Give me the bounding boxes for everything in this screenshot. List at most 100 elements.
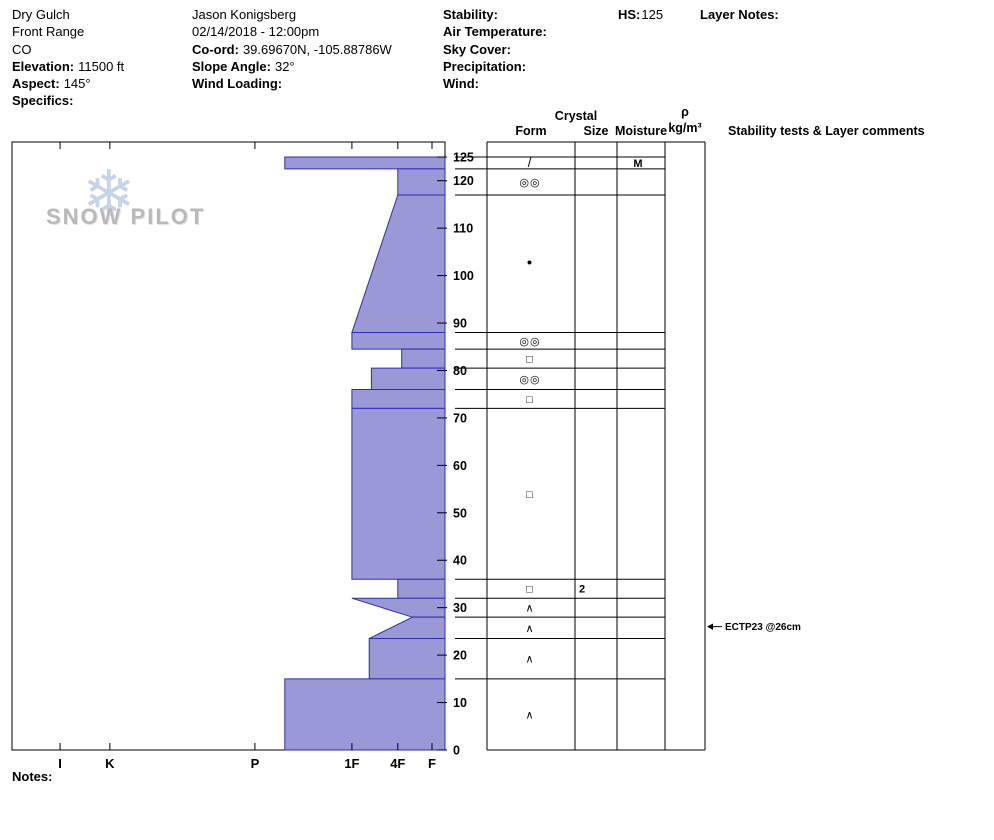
density-symbol-header: ρ [681,105,689,119]
hardness-axis-label: I [58,756,62,771]
snowpilot-logo-text: SNOW PILOT [46,204,206,229]
snow-layer-bar [397,168,446,196]
aspect-value: 145° [63,76,91,92]
layer-notes-row: Layer Notes: [700,6,779,23]
crystal-column-header: Crystal [554,109,598,123]
depth-tick-label: 110 [453,222,473,236]
depth-tick-label: 10 [453,696,467,710]
elevation-row: Elevation: 11500 ft [12,58,124,75]
wind-loading-row: Wind Loading: [192,75,392,92]
snow-layer-bar [401,348,446,369]
grain-form-symbol: □ [526,584,534,596]
site-state-text: CO [12,41,32,57]
wind-label: Wind: [443,76,479,92]
air-temperature-label: Air Temperature: [443,24,547,40]
site-range: Front Range [12,23,124,40]
comments-column-header: Stability tests & Layer comments [728,124,925,138]
site-range-text: Front Range [12,24,85,40]
stability-label: Stability: [443,7,498,22]
depth-tick-label: 40 [453,554,467,568]
comment-arrowhead [707,623,713,630]
elevation-label: Elevation: [12,58,75,74]
snow-layer-bar [351,332,446,350]
specifics-label: Specifics: [12,93,74,109]
grain-form-symbol: ◎◎ [519,374,540,386]
snow-layer-bar [397,578,446,599]
depth-tick-label: 60 [453,459,467,473]
layer-notes-label: Layer Notes: [700,7,779,22]
grain-form-symbol: ∧ [525,603,534,615]
sky-cover-row: Sky Cover: [443,41,547,58]
site-name-text: Dry Gulch [12,7,70,22]
form-column-header: Form [515,124,547,138]
snow-layer-bar [284,156,446,170]
moisture-value: M [633,158,642,170]
layer-notes-block: Layer Notes: [700,6,779,23]
grain-form-symbol: ∧ [525,623,534,635]
weather-info-block: Stability: Air Temperature: Sky Cover: P… [443,6,547,92]
grain-form-symbol: ∧ [525,654,534,666]
depth-tick-label: 50 [453,506,467,520]
slope-angle-label: Slope Angle: [192,58,271,74]
snow-height-block: HS:125 [618,6,663,23]
coordinates-label: Co-ord: [192,41,239,57]
precipitation-label: Precipitation: [443,58,527,74]
grain-form-symbol: ∧ [525,709,534,721]
site-info-block: Dry Gulch Front Range CO Elevation: 11500… [12,6,124,110]
density-units-header: kg/m³ [668,121,702,135]
depth-tick-label: 70 [453,411,467,425]
air-temperature-row: Air Temperature: [443,23,547,40]
snow-layer-bar [351,407,446,580]
grain-form-symbol: / [528,155,533,170]
snow-layer-bar [368,638,446,680]
observation-datetime: 02/14/2018 - 12:00pm [192,23,392,40]
hs-label: HS: [618,7,641,22]
observation-datetime-text: 02/14/2018 - 12:00pm [192,24,320,40]
observation-info-block: Jason Konigsberg 02/14/2018 - 12:00pm Co… [192,6,392,92]
observer-name: Jason Konigsberg [192,6,392,23]
coordinates-row: Co-ord: 39.69670N, -105.88786W [192,41,392,58]
slope-angle-value: 32° [274,58,295,74]
depth-tick-label: 0 [453,744,460,758]
elevation-value: 11500 ft [78,58,125,74]
snow-layer-bar [351,388,446,409]
snow-layer-bar [284,678,446,751]
precipitation-row: Precipitation: [443,58,547,75]
grain-size-value: 2 [579,584,585,596]
grain-form-symbol: □ [526,354,534,366]
slope-angle-row: Slope Angle: 32° [192,58,392,75]
site-name: Dry Gulch [12,6,124,23]
snow-layer-bar [351,597,446,618]
aspect-row: Aspect: 145° [12,75,124,92]
snowpilot-logo: ❄ SNOW PILOT [44,162,259,248]
hardness-axis-label: 1F [344,756,359,771]
snow-layer-bar [369,616,446,640]
hardness-axis-label: 4F [390,756,405,771]
snow-layer-bar [370,367,446,390]
hardness-axis-label: P [251,756,260,771]
depth-tick-label: 20 [453,649,467,663]
depth-tick-label: 80 [453,364,467,378]
sky-cover-label: Sky Cover: [443,41,511,57]
depth-tick-label: 120 [453,174,474,188]
snow-layer-bar [351,194,446,334]
depth-tick-label: 125 [453,151,474,165]
specifics-row: Specifics: [12,92,124,109]
moisture-column-header: Moisture [614,124,668,138]
depth-tick-label: 90 [453,317,467,331]
grain-form-symbol: ◎◎ [519,177,540,189]
grain-form-symbol: • [527,255,533,272]
hs-value: 125 [641,7,664,22]
wind-row: Wind: [443,75,547,92]
aspect-label: Aspect: [12,76,60,92]
observer-name-text: Jason Konigsberg [192,7,297,22]
depth-tick-label: 30 [453,601,467,615]
hardness-axis-label: F [428,756,436,771]
coordinates-value: 39.69670N, -105.88786W [242,41,392,57]
grain-form-symbol: ◎◎ [519,336,540,348]
hardness-axis-label: K [105,756,115,771]
site-state: CO [12,41,124,58]
notes-label: Notes: [12,769,53,784]
stability-test-comment: ECTP23 @26cm [725,622,801,633]
grain-form-symbol: □ [526,394,534,406]
